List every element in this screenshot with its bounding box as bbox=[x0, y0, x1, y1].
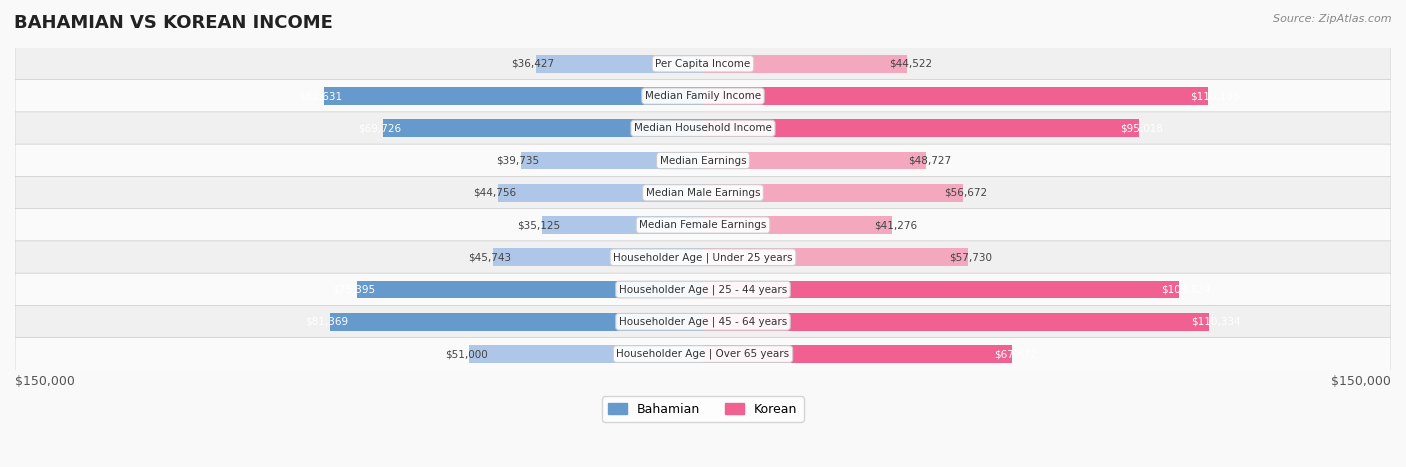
Text: $82,631: $82,631 bbox=[299, 91, 342, 101]
Bar bbox=[470, 345, 703, 363]
Text: $95,018: $95,018 bbox=[1121, 123, 1164, 133]
Text: Householder Age | 25 - 44 years: Householder Age | 25 - 44 years bbox=[619, 284, 787, 295]
Bar bbox=[703, 345, 1012, 363]
Text: BAHAMIAN VS KOREAN INCOME: BAHAMIAN VS KOREAN INCOME bbox=[14, 14, 333, 32]
Bar bbox=[536, 55, 703, 73]
Text: $150,000: $150,000 bbox=[1331, 375, 1391, 388]
Text: $57,730: $57,730 bbox=[949, 252, 993, 262]
Bar bbox=[703, 216, 893, 234]
FancyBboxPatch shape bbox=[15, 338, 1391, 370]
Bar bbox=[494, 248, 703, 266]
Bar bbox=[703, 184, 963, 202]
FancyBboxPatch shape bbox=[15, 241, 1391, 274]
FancyBboxPatch shape bbox=[15, 112, 1391, 145]
Text: $41,276: $41,276 bbox=[875, 220, 917, 230]
Text: $110,334: $110,334 bbox=[1191, 317, 1240, 327]
Bar bbox=[703, 281, 1180, 298]
Bar bbox=[703, 248, 967, 266]
Text: Householder Age | Over 65 years: Householder Age | Over 65 years bbox=[616, 349, 790, 359]
Text: $56,672: $56,672 bbox=[945, 188, 987, 198]
Text: $75,395: $75,395 bbox=[332, 284, 375, 295]
Bar bbox=[703, 87, 1208, 105]
Text: $39,735: $39,735 bbox=[496, 156, 538, 166]
Bar bbox=[330, 313, 703, 331]
Bar bbox=[357, 281, 703, 298]
Text: Median Female Earnings: Median Female Earnings bbox=[640, 220, 766, 230]
Bar bbox=[703, 55, 907, 73]
FancyBboxPatch shape bbox=[15, 273, 1391, 306]
Bar bbox=[703, 120, 1139, 137]
Legend: Bahamian, Korean: Bahamian, Korean bbox=[602, 396, 804, 422]
Bar bbox=[323, 87, 703, 105]
Text: $44,522: $44,522 bbox=[889, 59, 932, 69]
Bar bbox=[541, 216, 703, 234]
Bar bbox=[384, 120, 703, 137]
Text: Source: ZipAtlas.com: Source: ZipAtlas.com bbox=[1274, 14, 1392, 24]
Text: $36,427: $36,427 bbox=[512, 59, 554, 69]
FancyBboxPatch shape bbox=[15, 209, 1391, 241]
Text: $51,000: $51,000 bbox=[444, 349, 488, 359]
Text: $150,000: $150,000 bbox=[15, 375, 75, 388]
Bar bbox=[498, 184, 703, 202]
FancyBboxPatch shape bbox=[15, 305, 1391, 338]
FancyBboxPatch shape bbox=[15, 47, 1391, 80]
Text: Median Male Earnings: Median Male Earnings bbox=[645, 188, 761, 198]
Text: $69,726: $69,726 bbox=[359, 123, 402, 133]
Text: Householder Age | 45 - 64 years: Householder Age | 45 - 64 years bbox=[619, 317, 787, 327]
FancyBboxPatch shape bbox=[15, 144, 1391, 177]
Text: $35,125: $35,125 bbox=[517, 220, 560, 230]
Bar bbox=[703, 152, 927, 170]
Text: Median Household Income: Median Household Income bbox=[634, 123, 772, 133]
FancyBboxPatch shape bbox=[15, 177, 1391, 209]
Text: Median Earnings: Median Earnings bbox=[659, 156, 747, 166]
Text: Per Capita Income: Per Capita Income bbox=[655, 59, 751, 69]
Text: $103,824: $103,824 bbox=[1161, 284, 1211, 295]
Text: $48,727: $48,727 bbox=[908, 156, 952, 166]
Text: $44,756: $44,756 bbox=[472, 188, 516, 198]
Bar bbox=[703, 313, 1209, 331]
Text: Median Family Income: Median Family Income bbox=[645, 91, 761, 101]
Text: $45,743: $45,743 bbox=[468, 252, 512, 262]
Text: Householder Age | Under 25 years: Householder Age | Under 25 years bbox=[613, 252, 793, 262]
Bar bbox=[520, 152, 703, 170]
Text: $110,103: $110,103 bbox=[1189, 91, 1239, 101]
Text: $81,369: $81,369 bbox=[305, 317, 349, 327]
FancyBboxPatch shape bbox=[15, 79, 1391, 113]
Text: $67,472: $67,472 bbox=[994, 349, 1038, 359]
